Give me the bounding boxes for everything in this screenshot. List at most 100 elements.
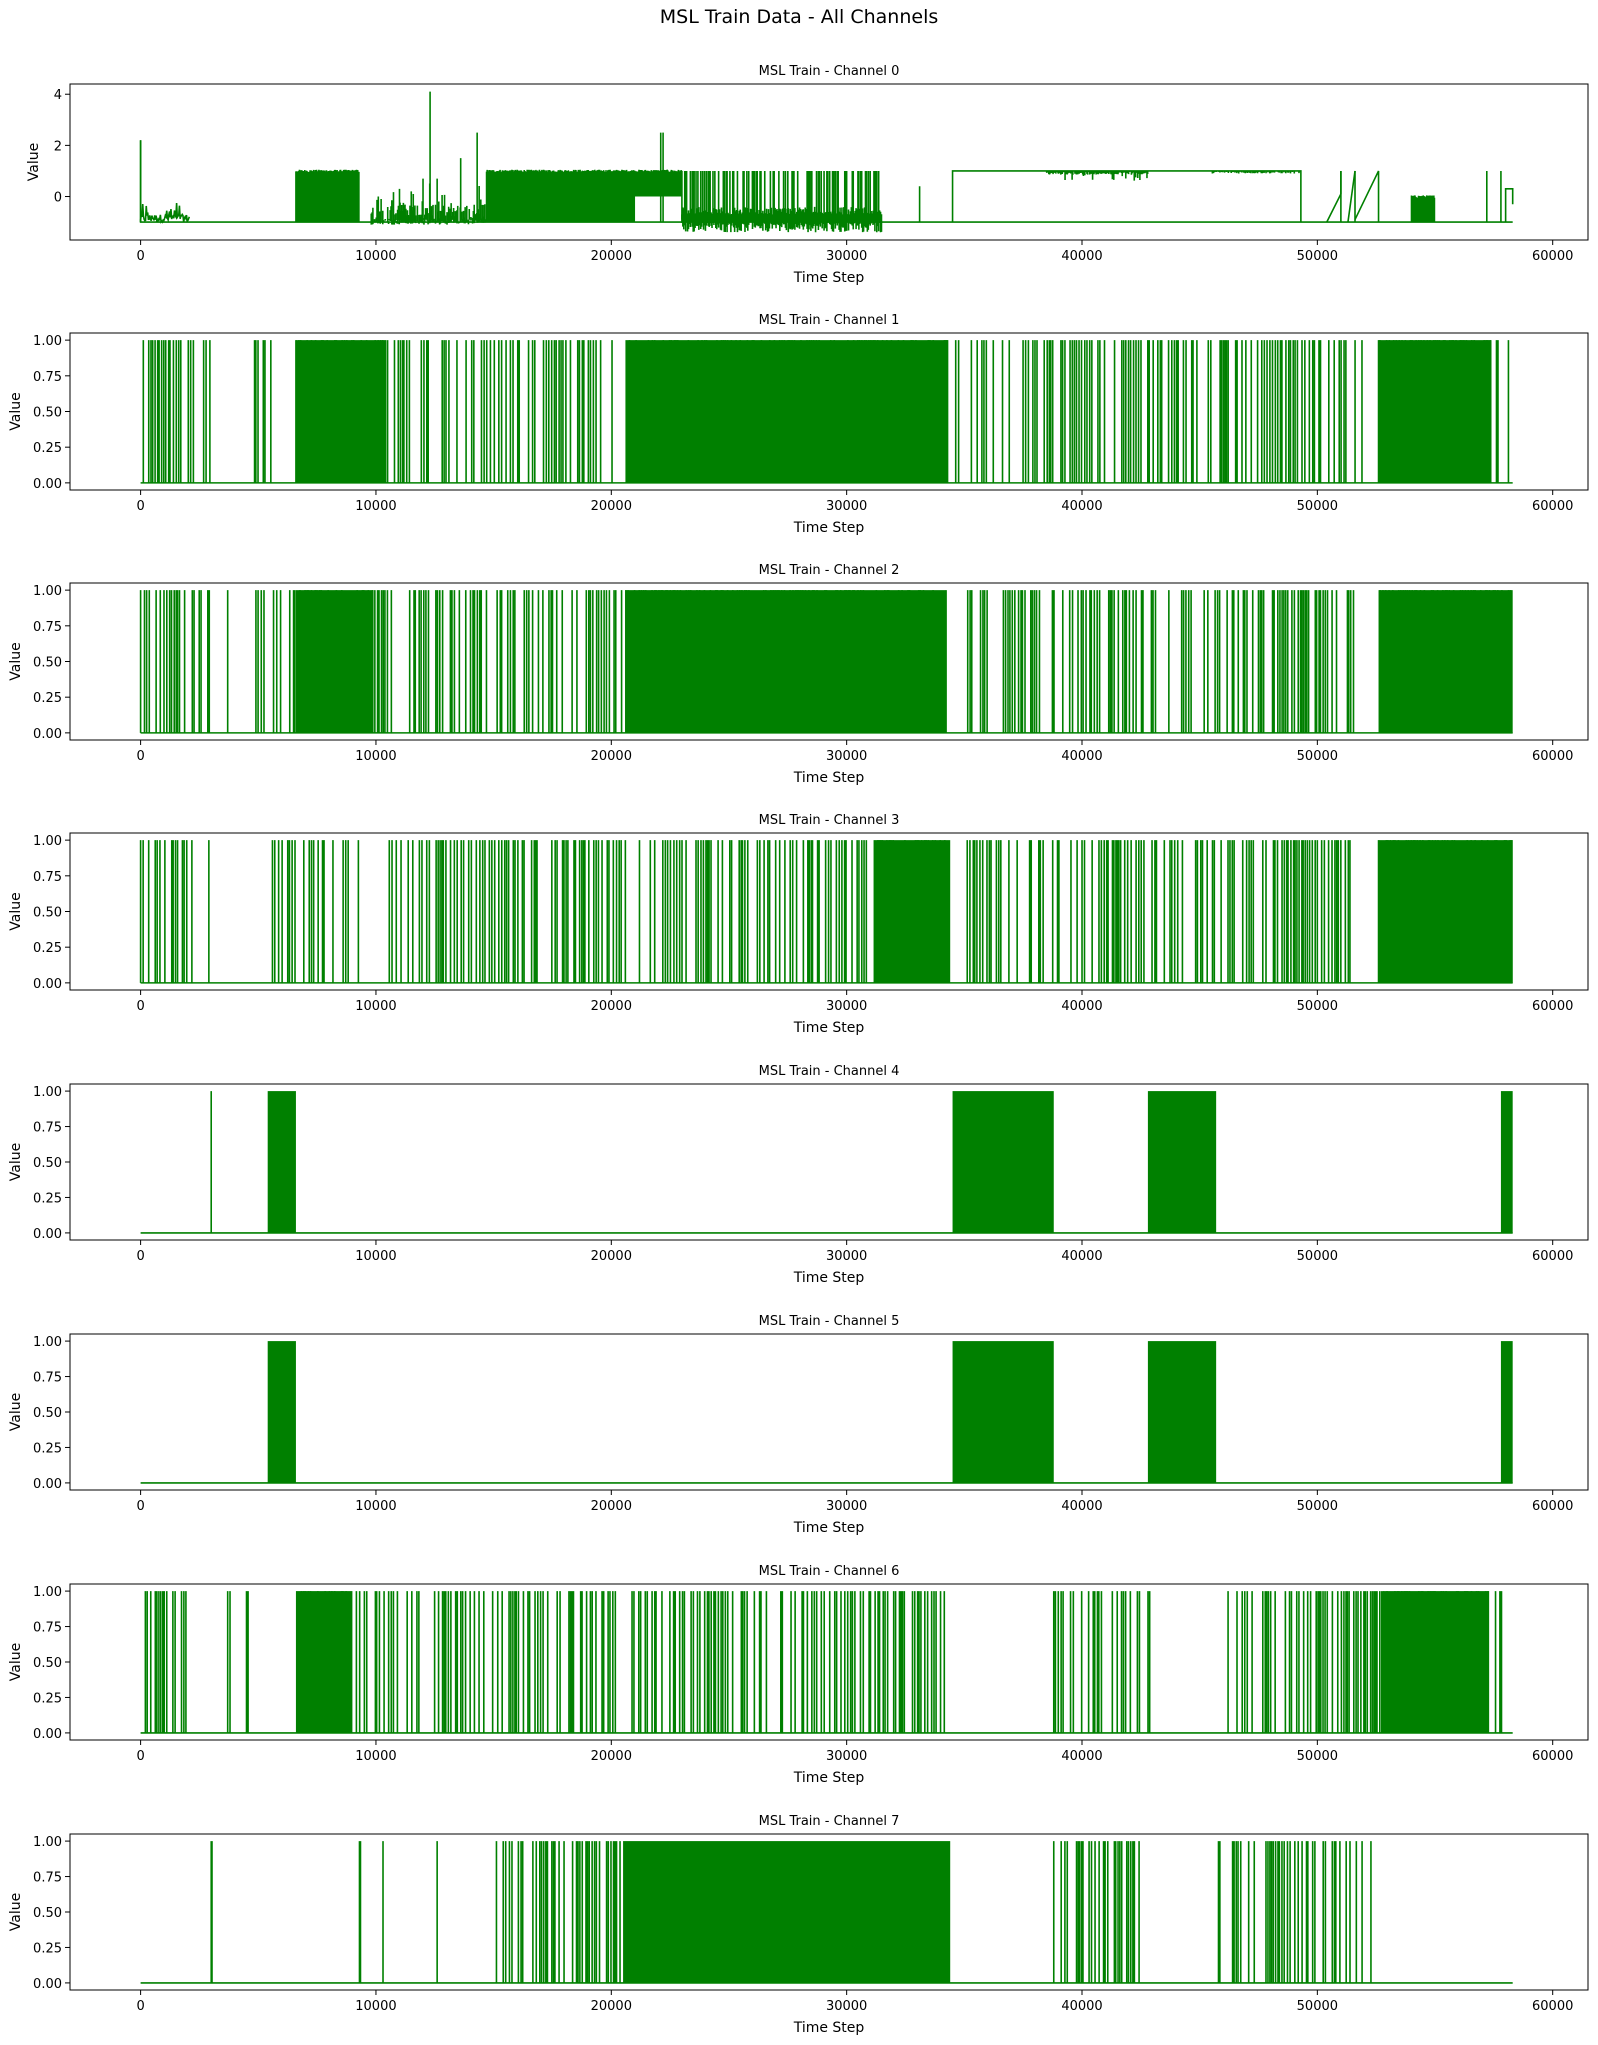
y-tick-label: 0.00 xyxy=(33,1727,62,1742)
data-block xyxy=(1147,1091,1217,1233)
series-line xyxy=(485,169,636,223)
x-axis-label: Time Step xyxy=(793,2020,865,2036)
x-tick-label: 30000 xyxy=(826,499,867,514)
y-tick-label: 0.75 xyxy=(33,1621,62,1636)
x-tick-label: 60000 xyxy=(1532,1749,1573,1764)
chart-panel-7: MSL Train - Channel 7 Time Step Value 0 1000… xyxy=(8,1814,1589,2036)
x-tick-label: 10000 xyxy=(355,999,396,1014)
x-axis-label: Time Step xyxy=(793,1770,865,1786)
y-axis-label: Value xyxy=(8,892,24,930)
series-line xyxy=(1347,170,1356,223)
plot-area xyxy=(140,1841,1513,1984)
x-tick-label: 50000 xyxy=(1297,499,1338,514)
x-tick-label: 50000 xyxy=(1297,1999,1338,2014)
chart-title: MSL Train - Channel 6 xyxy=(759,1564,900,1579)
series-line xyxy=(139,590,211,733)
y-tick-label: 0.50 xyxy=(33,1406,62,1421)
x-tick-label: 30000 xyxy=(826,1249,867,1264)
series-line xyxy=(245,1591,249,1733)
y-tick-label: 1.00 xyxy=(33,1835,62,1850)
y-tick-label: 1.00 xyxy=(33,1335,62,1350)
y-tick-label: 0.75 xyxy=(33,1121,62,1136)
y-tick-label: 0.50 xyxy=(33,656,62,671)
x-tick-label: 50000 xyxy=(1297,999,1338,1014)
x-tick-label: 60000 xyxy=(1532,749,1573,764)
series-line xyxy=(1379,590,1512,733)
series-line xyxy=(970,340,1363,483)
x-tick-label: 10000 xyxy=(355,1999,396,2014)
y-axis-label: Value xyxy=(8,1643,24,1681)
y-tick-label: 0.00 xyxy=(33,1977,62,1992)
chart-panel-5: MSL Train - Channel 5 Time Step Value 0 1000… xyxy=(8,1314,1589,1536)
axes-frame xyxy=(69,1833,1589,1991)
y-tick-label: 2 xyxy=(54,139,62,154)
x-tick-label: 0 xyxy=(136,749,144,764)
y-tick-label: 1.00 xyxy=(33,334,62,349)
x-tick-label: 60000 xyxy=(1532,1249,1573,1264)
series-line xyxy=(358,1841,362,1983)
x-tick-label: 40000 xyxy=(1061,1749,1102,1764)
series-line xyxy=(1410,195,1436,223)
x-axis-label: Time Step xyxy=(793,1520,865,1536)
data-block xyxy=(267,1091,296,1233)
y-tick-label: 0.00 xyxy=(33,977,62,992)
series-line xyxy=(495,1841,621,1983)
x-tick-label: 10000 xyxy=(355,499,396,514)
y-tick-label: 0.00 xyxy=(33,727,62,742)
x-tick-label: 60000 xyxy=(1532,249,1573,264)
x-tick-label: 0 xyxy=(136,1499,144,1514)
x-tick-label: 0 xyxy=(136,1749,144,1764)
y-tick-label: 1.00 xyxy=(33,834,62,849)
y-tick-label: 1.00 xyxy=(33,1585,62,1600)
x-tick-label: 30000 xyxy=(826,249,867,264)
series-line xyxy=(255,590,291,733)
data-block xyxy=(267,1341,296,1483)
x-axis-label: Time Step xyxy=(793,1020,865,1036)
x-tick-label: 50000 xyxy=(1297,1249,1338,1264)
x-tick-label: 0 xyxy=(136,999,144,1014)
y-tick-label: 0.75 xyxy=(33,1871,62,1886)
x-tick-label: 50000 xyxy=(1297,749,1338,764)
x-tick-label: 30000 xyxy=(826,749,867,764)
series-line xyxy=(388,840,946,983)
series-line xyxy=(1326,170,1342,223)
series-line xyxy=(370,183,487,225)
x-tick-label: 30000 xyxy=(826,999,867,1014)
y-tick-label: 0.25 xyxy=(33,941,62,956)
series-line xyxy=(1377,340,1510,483)
x-tick-label: 0 xyxy=(136,499,144,514)
series-line xyxy=(1377,840,1513,983)
data-block xyxy=(295,340,386,483)
x-tick-label: 10000 xyxy=(355,749,396,764)
series-line xyxy=(210,1841,213,1983)
x-tick-label: 40000 xyxy=(1061,1999,1102,2014)
figure-title: MSL Train Data - All Channels xyxy=(659,6,939,28)
x-tick-label: 20000 xyxy=(591,1499,632,1514)
series-line xyxy=(1354,170,1380,223)
plot-area xyxy=(140,1591,1513,1734)
chart-title: MSL Train - Channel 4 xyxy=(759,1064,900,1079)
y-axis-label: Value xyxy=(8,1143,24,1181)
y-tick-label: 0.50 xyxy=(33,1906,62,1921)
y-tick-label: 0.25 xyxy=(33,1191,62,1206)
x-tick-label: 20000 xyxy=(591,1999,632,2014)
x-tick-label: 40000 xyxy=(1061,749,1102,764)
y-tick-label: 0.50 xyxy=(33,906,62,921)
axes-frame xyxy=(69,832,1589,991)
y-tick-label: 0.00 xyxy=(33,1227,62,1242)
chart-title: MSL Train - Channel 2 xyxy=(759,563,900,578)
y-axis-label: Value xyxy=(8,642,24,680)
y-axis-label: Value xyxy=(26,143,42,181)
x-axis-label: Time Step xyxy=(793,770,865,786)
data-block xyxy=(1147,1341,1217,1483)
chart-title: MSL Train - Channel 0 xyxy=(759,64,900,79)
series-line xyxy=(1052,1591,1151,1733)
x-tick-label: 40000 xyxy=(1061,499,1102,514)
x-tick-label: 30000 xyxy=(826,1499,867,1514)
data-block xyxy=(952,1341,1054,1483)
chart-panel-6: MSL Train - Channel 6 Time Step Value 0 1000… xyxy=(8,1564,1589,1786)
x-tick-label: 50000 xyxy=(1297,1499,1338,1514)
y-axis-label: Value xyxy=(8,1893,24,1931)
x-tick-label: 20000 xyxy=(591,749,632,764)
axes-frame xyxy=(69,1083,1589,1241)
